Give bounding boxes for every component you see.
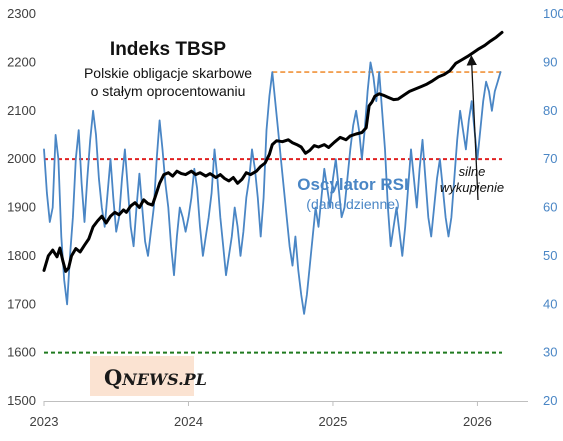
right-tick-label: 90 xyxy=(543,54,557,69)
left-tick-label: 1900 xyxy=(7,200,36,215)
right-tick-label: 100 xyxy=(543,6,563,21)
logo-rest: NEWS.PL xyxy=(121,370,207,389)
logo-background xyxy=(90,356,194,396)
x-axis-ticks: 2023 2024 2025 2026 xyxy=(30,401,492,429)
left-axis-ticks: 1500 1600 1700 1800 1900 2000 2100 2200 2300 xyxy=(7,6,36,408)
left-tick-label: 2100 xyxy=(7,103,36,118)
annotation-arrow xyxy=(466,54,479,201)
x-tick-label: 2025 xyxy=(318,414,347,429)
rsi-line xyxy=(43,61,502,315)
left-tick-label: 2200 xyxy=(7,54,36,69)
tbsp-index-line xyxy=(42,30,504,273)
right-tick-label: 80 xyxy=(543,103,557,118)
right-tick-label: 20 xyxy=(543,393,557,408)
left-tick-label: 2000 xyxy=(7,151,36,166)
qnews-logo: QNEWS.PL xyxy=(90,356,207,396)
series-group xyxy=(42,30,504,315)
annotation-line-1: silne xyxy=(459,164,486,179)
right-tick-label: 50 xyxy=(543,248,557,263)
chart-subtitle-line-1: Polskie obligacje skarbowe xyxy=(84,65,252,81)
x-tick-label: 2026 xyxy=(463,414,492,429)
logo-q: Q xyxy=(104,365,122,390)
right-tick-label: 40 xyxy=(543,296,557,311)
left-tick-label: 1500 xyxy=(7,393,36,408)
x-tick-label: 2024 xyxy=(174,414,203,429)
annotation-line-2: wykupienie xyxy=(440,180,504,195)
logo-text: QNEWS.PL xyxy=(104,365,207,390)
left-tick-label: 1700 xyxy=(7,296,36,311)
rsi-label-subtitle: (dane dzienne) xyxy=(306,196,399,212)
chart-subtitle-line-2: o stałym oprocentowaniu xyxy=(91,83,246,99)
chart-title: Indeks TBSP xyxy=(110,39,226,60)
right-axis-ticks: 20 30 40 50 60 70 80 90 100 xyxy=(543,6,563,408)
right-tick-label: 70 xyxy=(543,151,557,166)
right-tick-label: 60 xyxy=(543,200,557,215)
right-tick-label: 30 xyxy=(543,345,557,360)
rsi-label-title: Oscylator RSI xyxy=(297,175,409,194)
left-tick-label: 1600 xyxy=(7,345,36,360)
x-tick-label: 2023 xyxy=(30,414,59,429)
left-tick-label: 1800 xyxy=(7,248,36,263)
reference-lines xyxy=(44,71,502,354)
left-tick-label: 2300 xyxy=(7,6,36,21)
